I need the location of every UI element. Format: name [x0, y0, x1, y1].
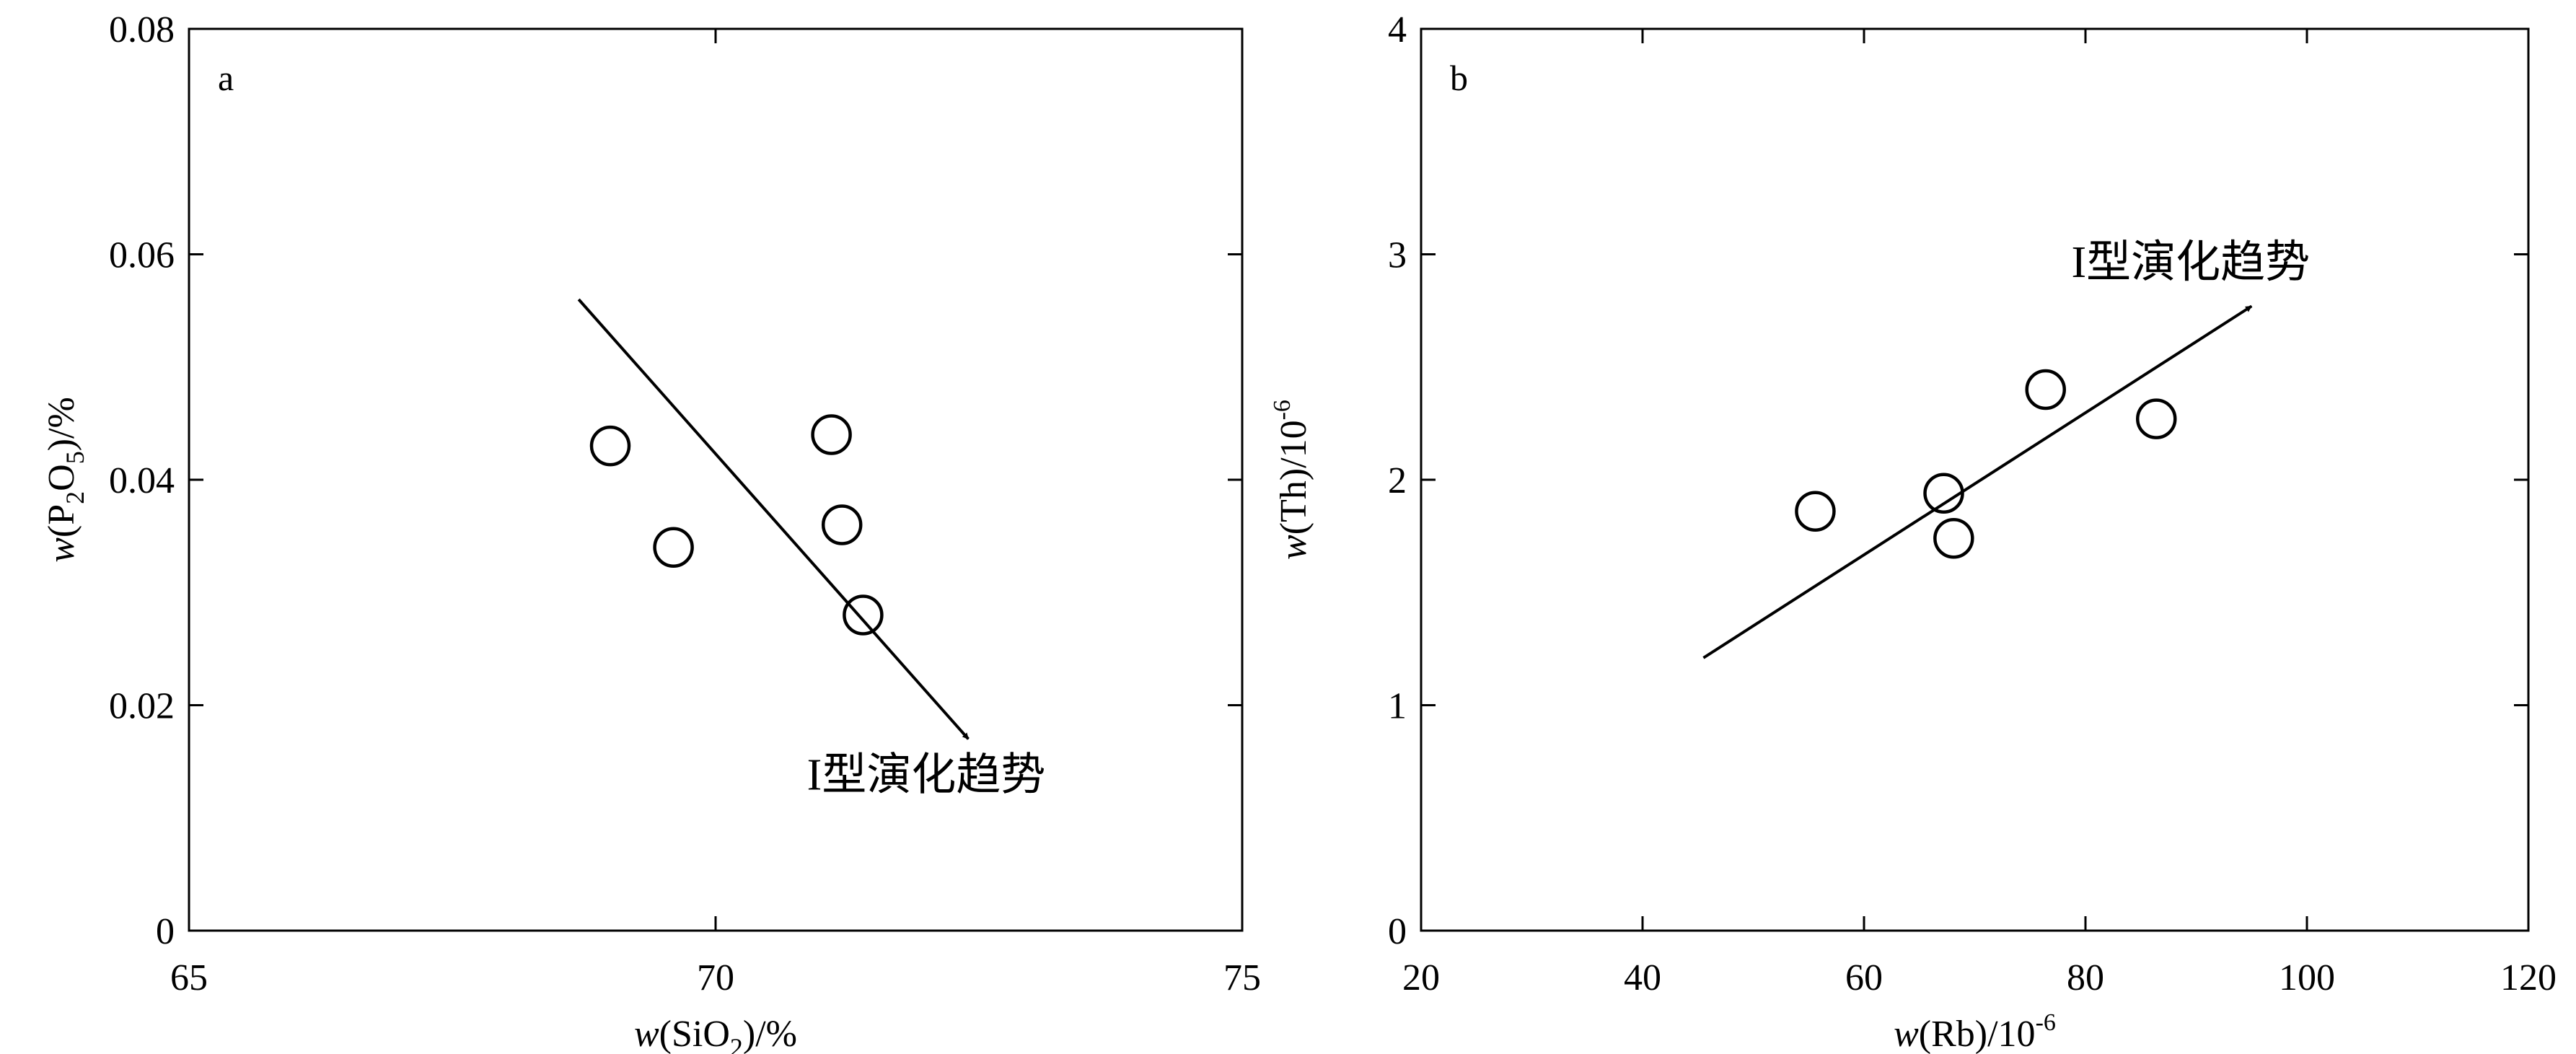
y-axis-title-b: w(Th)/10-6 [1269, 400, 1314, 560]
tick-marks-a [188, 27, 1244, 932]
x-tick-label-b: 80 [2067, 957, 2104, 998]
data-points-a [589, 414, 884, 636]
x-tick-label-a: 70 [697, 957, 734, 998]
x-tick-label-b: 100 [2279, 957, 2335, 998]
data-point-b [1933, 518, 1974, 559]
tick-marks-b [1420, 27, 2530, 932]
data-point-b [1795, 491, 1836, 532]
y-tick-label-a: 0 [156, 911, 175, 952]
tick-labels-a: 65 70 75 0 0.02 0.04 0.06 0.08 [109, 9, 1261, 998]
x-tick-label-b: 20 [1402, 957, 1440, 998]
y-tick-label-b: 0 [1388, 911, 1407, 952]
y-tick-label-a: 0.02 [109, 686, 175, 727]
x-axis-title-a: w(SiO2)/% [634, 1014, 797, 1054]
data-point-b [2025, 369, 2066, 410]
chart-panel-a: 65 70 75 0 0.02 0.04 0.06 0.08 a I型演化趋势 w(SiO2)… [41, 9, 1261, 1054]
data-point-b [2135, 398, 2177, 439]
y-tick-label-b: 4 [1388, 9, 1407, 50]
y-tick-label-a: 0.06 [109, 235, 175, 276]
tick-labels-b: 20 40 60 80 100 120 0 1 2 3 4 [1388, 9, 2557, 998]
y-tick-label-a: 0.08 [109, 9, 175, 50]
y-axis-title-a: w(P2O5)/% [41, 397, 89, 563]
x-tick-label-b: 40 [1624, 957, 1661, 998]
data-point-a [653, 527, 694, 568]
x-tick-label-b: 60 [1845, 957, 1883, 998]
plot-frame-b [1420, 27, 2530, 932]
trend-annotation-b: I型演化趋势 [2071, 238, 2310, 287]
data-point-b [1923, 473, 1964, 514]
y-tick-label-b: 1 [1388, 686, 1407, 727]
trend-annotation-a: I型演化趋势 [807, 751, 1046, 800]
x-axis-title-var-a: w [634, 1014, 659, 1054]
panel-label-a: a [218, 58, 234, 98]
trend-arrow-b [1702, 304, 2253, 659]
y-tick-label-a: 0.04 [109, 460, 175, 501]
panel-label-b: b [1450, 58, 1468, 98]
data-point-a [843, 594, 884, 636]
x-axis-title-b: w(Rb)/10-6 [1894, 1009, 2056, 1054]
y-tick-label-b: 3 [1388, 235, 1407, 276]
x-tick-label-b: 120 [2500, 957, 2557, 998]
x-tick-label-a: 75 [1223, 957, 1261, 998]
trend-arrow-a [577, 298, 970, 740]
data-points-b [1795, 369, 2177, 559]
y-tick-label-b: 2 [1388, 460, 1407, 501]
x-tick-label-a: 65 [170, 957, 208, 998]
data-point-a [589, 425, 631, 467]
data-point-a [821, 504, 863, 545]
plot-frame-a [188, 27, 1244, 932]
data-point-a [811, 414, 852, 455]
